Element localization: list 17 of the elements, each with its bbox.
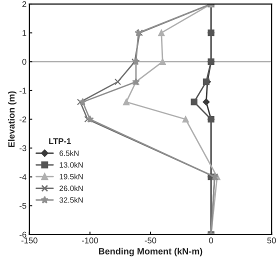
y-tick-label: -3: [20, 145, 26, 152]
y-tick-label: -2: [20, 116, 26, 122]
y-tick-label: 1: [22, 30, 26, 36]
x-axis-title: Bending Moment (kN-m): [98, 248, 202, 256]
legend-title: LTP-1: [49, 138, 71, 144]
x-tick-label: -50: [144, 238, 156, 244]
y-tick-label: -5: [20, 202, 26, 209]
x-tick-label: 50: [267, 238, 276, 244]
x-tick-label: -150: [21, 238, 38, 244]
y-tick-label: 2: [22, 1, 26, 8]
y-axis-title: Elevation (m): [8, 91, 16, 147]
x-tick-label: 0: [209, 238, 214, 244]
x-tick-label: -100: [82, 238, 98, 244]
y-tick-label: -4: [20, 174, 26, 180]
y-tick-label: -6: [20, 232, 26, 238]
y-tick-label: -1: [20, 88, 26, 94]
y-tick-label: 0: [22, 58, 26, 65]
